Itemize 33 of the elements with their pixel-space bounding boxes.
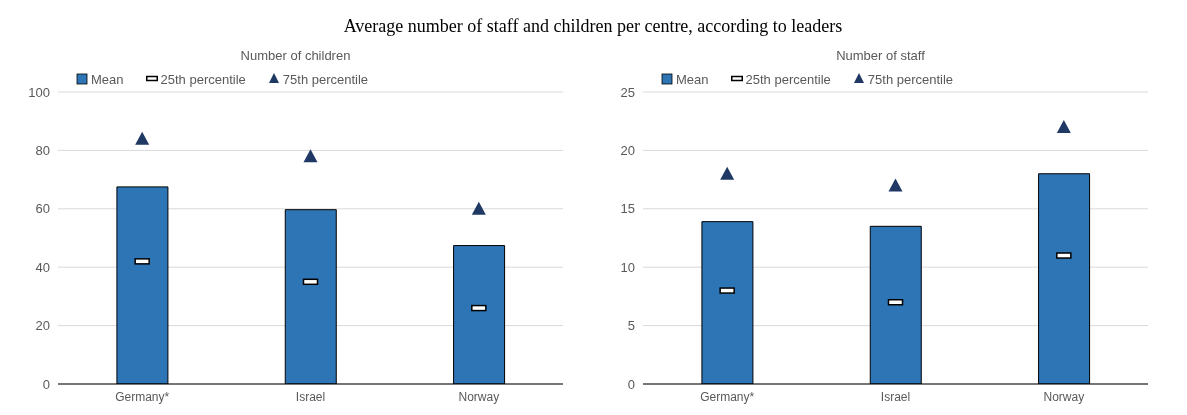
x-tick-label: Germany* [115, 389, 170, 404]
chart-subtitle: Number of staff [835, 48, 926, 65]
legend-label: Mean [675, 70, 709, 88]
y-tick-label: 20 [620, 143, 635, 159]
legend-label: 25th percentile [159, 70, 246, 88]
point [1056, 120, 1071, 134]
legend-label: Mean [90, 70, 124, 88]
legend-label: 75th percentile [866, 70, 954, 88]
y-tick-label: 25 [620, 84, 635, 100]
x-tick-label: Norway [458, 389, 500, 404]
y-tick-label: 60 [35, 201, 50, 217]
y-tick-label: 40 [35, 259, 50, 275]
y-tick-label: 20 [35, 318, 50, 334]
y-tick-label: 5 [627, 318, 635, 334]
point [720, 166, 735, 180]
chart-title: Average number of staff and children per centre, according to leaders [342, 15, 844, 38]
y-tick-label: 100 [28, 84, 50, 100]
x-tick-label: Israel [880, 389, 911, 404]
point [135, 131, 150, 145]
y-tick-label: 15 [620, 201, 635, 217]
legend-label: 75th percentile [281, 70, 369, 88]
legend-label: 25th percentile [744, 70, 831, 88]
y-tick-label: 0 [627, 376, 635, 392]
chart-subtitle: Number of children [239, 48, 352, 65]
x-tick-label: Norway [1043, 389, 1085, 404]
y-tick-label: 0 [42, 376, 50, 392]
point [888, 178, 903, 192]
y-tick-label: 10 [620, 259, 635, 275]
y-tick-label: 80 [35, 143, 50, 159]
point [303, 149, 318, 163]
x-tick-label: Israel [295, 389, 326, 404]
x-tick-label: Germany* [700, 389, 755, 404]
point [471, 201, 486, 215]
